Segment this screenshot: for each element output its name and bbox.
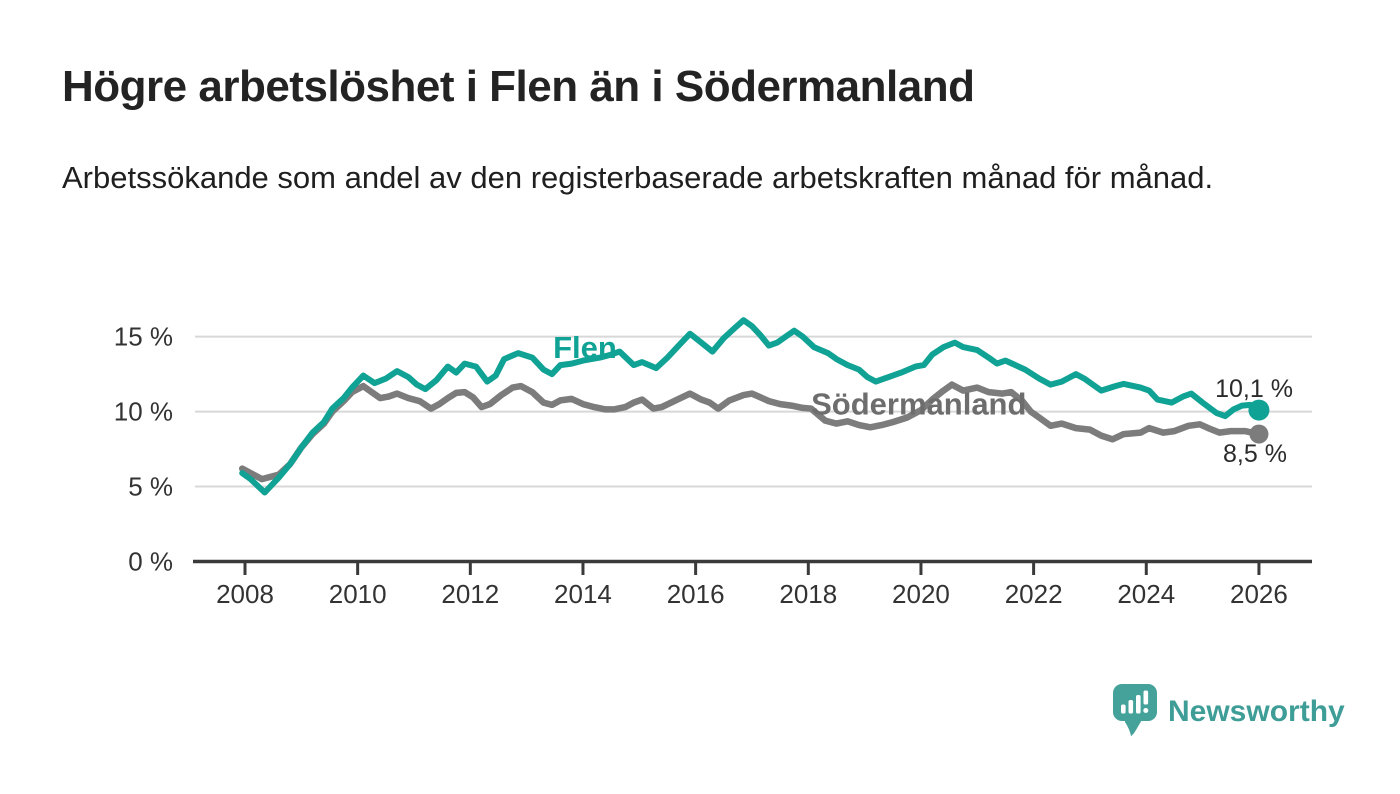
line-sodermanland xyxy=(238,381,1263,483)
newsworthy-logo-icon xyxy=(1113,684,1157,736)
x-tick-label-2016: 2016 xyxy=(667,579,725,609)
logo-bubble xyxy=(1113,684,1157,721)
x-tick-label-2008: 2008 xyxy=(216,579,274,609)
x-tick-label-2024: 2024 xyxy=(1117,579,1175,609)
sodermanland-end-value-label: 8,5 % xyxy=(1223,440,1287,468)
x-tick-label-2022: 2022 xyxy=(1005,579,1063,609)
flen-end-value-label: 10,1 % xyxy=(1215,375,1293,403)
logo-bar-small-icon xyxy=(1121,704,1126,714)
x-tick-label-2026: 2026 xyxy=(1230,579,1288,609)
flen-end-dot xyxy=(1248,399,1270,421)
axis-layer: 0 % 5 % 10 % 15 % 2008 2010 2012 2014 2016 2018 20… xyxy=(114,322,1312,609)
sodermanland-series-label: Södermanland xyxy=(811,387,1026,422)
x-tick-label-2018: 2018 xyxy=(779,579,837,609)
newsworthy-logo: Newsworthy xyxy=(1113,684,1345,740)
logo-exclamation-dot-icon xyxy=(1143,708,1149,713)
gridline-layer xyxy=(195,335,1312,488)
chart-label-layer: Södermanland 8,5 % Flen 10,1 % xyxy=(553,330,1293,468)
logo-bar-tall-icon xyxy=(1136,695,1141,714)
x-tick-label-2014: 2014 xyxy=(554,579,612,609)
sodermanland-end-dot xyxy=(1249,424,1269,444)
x-tick-label-2012: 2012 xyxy=(441,579,499,609)
y-tick-label-10: 10 % xyxy=(114,397,173,427)
logo-exclamation-bar-icon xyxy=(1143,690,1149,705)
page-title: Högre arbetslöshet i Flen än i Södermanl… xyxy=(62,62,975,111)
x-tick-label-2020: 2020 xyxy=(892,579,950,609)
y-tick-label-0: 0 % xyxy=(128,547,173,577)
y-tick-label-5: 5 % xyxy=(128,472,173,502)
series-layer xyxy=(238,317,1270,496)
page-subtitle: Arbetssökande som andel av den registerb… xyxy=(62,160,1214,195)
line-flen xyxy=(239,317,1262,496)
newsworthy-brand-name: Newsworthy xyxy=(1168,695,1345,728)
logo-bubble-tail xyxy=(1125,718,1143,736)
logo-bar-medium-icon xyxy=(1128,700,1134,714)
y-tick-label-15: 15 % xyxy=(114,322,173,352)
x-tick-label-2010: 2010 xyxy=(329,579,387,609)
flen-series-label: Flen xyxy=(553,330,617,365)
